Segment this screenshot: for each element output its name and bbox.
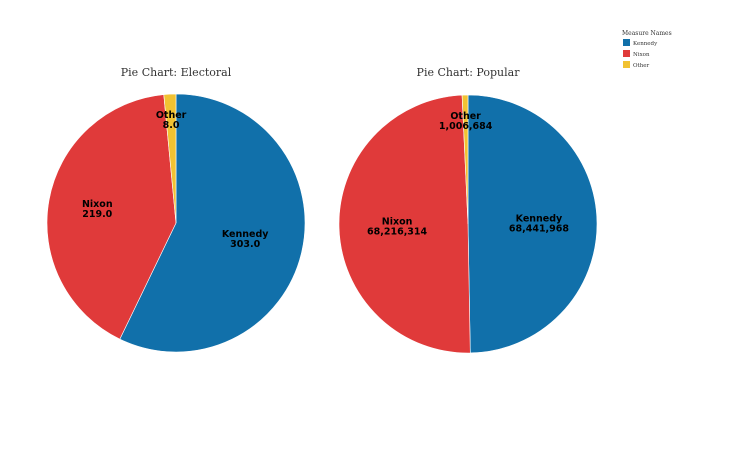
legend-label-nixon: Nixon	[633, 52, 650, 58]
electoral-label-nixon: Nixon 219.0	[82, 199, 113, 220]
electoral-slice-nixon	[46, 94, 177, 340]
popular-label-other: Other 1,006,684	[439, 111, 493, 132]
electoral-slice-other	[163, 93, 177, 224]
electoral-label-kennedy: Kennedy 303.0	[222, 229, 269, 250]
electoral-label-value-nixon: 219.0	[82, 209, 112, 220]
popular-label-value-kennedy: 68,441,968	[509, 223, 569, 234]
popular-label-name-kennedy: Kennedy	[516, 213, 563, 224]
popular-label-value-nixon: 68,216,314	[367, 226, 427, 237]
legend-label-other: Other	[633, 63, 650, 69]
legend-swatch-kennedy	[623, 39, 630, 46]
electoral-label-name-kennedy: Kennedy	[222, 229, 269, 240]
electoral-chart-title: Pie Chart: Electoral	[121, 66, 232, 79]
popular-slices	[338, 94, 598, 354]
electoral-label-other: Other 8.0	[156, 110, 187, 131]
electoral-pie-chart: Pie Chart: Electoral Kennedy 303.0 Nixon 21…	[46, 66, 306, 353]
electoral-label-name-nixon: Nixon	[82, 199, 113, 210]
electoral-slice-labels: Kennedy 303.0 Nixon 219.0 Other 8.0	[82, 110, 269, 250]
popular-label-name-nixon: Nixon	[382, 216, 413, 227]
legend: Measure Names Kennedy Nixon Other	[622, 30, 672, 69]
popular-slice-nixon	[338, 94, 471, 354]
electoral-label-value-kennedy: 303.0	[230, 239, 260, 250]
electoral-label-value-other: 8.0	[163, 120, 180, 131]
legend-swatch-other	[623, 61, 630, 68]
popular-slice-labels: Kennedy 68,441,968 Nixon 68,216,314 Other 1,0…	[367, 111, 569, 237]
popular-label-name-other: Other	[450, 111, 481, 122]
legend-title: Measure Names	[622, 30, 672, 37]
electoral-slices	[46, 93, 306, 353]
popular-chart-title: Pie Chart: Popular	[417, 66, 521, 79]
popular-pie-chart: Pie Chart: Popular Kennedy 68,441,968 Nixo…	[338, 66, 598, 354]
popular-slice-other	[461, 94, 469, 225]
legend-entries: Kennedy Nixon Other	[623, 39, 658, 69]
popular-label-value-other: 1,006,684	[439, 121, 493, 132]
popular-label-nixon: Nixon 68,216,314	[367, 216, 427, 237]
electoral-label-name-other: Other	[156, 110, 187, 121]
popular-slice-kennedy	[467, 94, 598, 354]
popular-label-kennedy: Kennedy 68,441,968	[509, 213, 569, 234]
electoral-slice-kennedy	[119, 93, 306, 353]
legend-label-kennedy: Kennedy	[633, 41, 658, 47]
legend-swatch-nixon	[623, 50, 630, 57]
